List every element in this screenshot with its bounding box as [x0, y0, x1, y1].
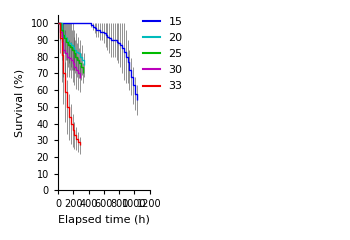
Y-axis label: Survival (%): Survival (%) [15, 69, 25, 137]
X-axis label: Elapsed time (h): Elapsed time (h) [58, 215, 150, 225]
Legend: 15, 20, 25, 30, 33: 15, 20, 25, 30, 33 [143, 17, 183, 91]
